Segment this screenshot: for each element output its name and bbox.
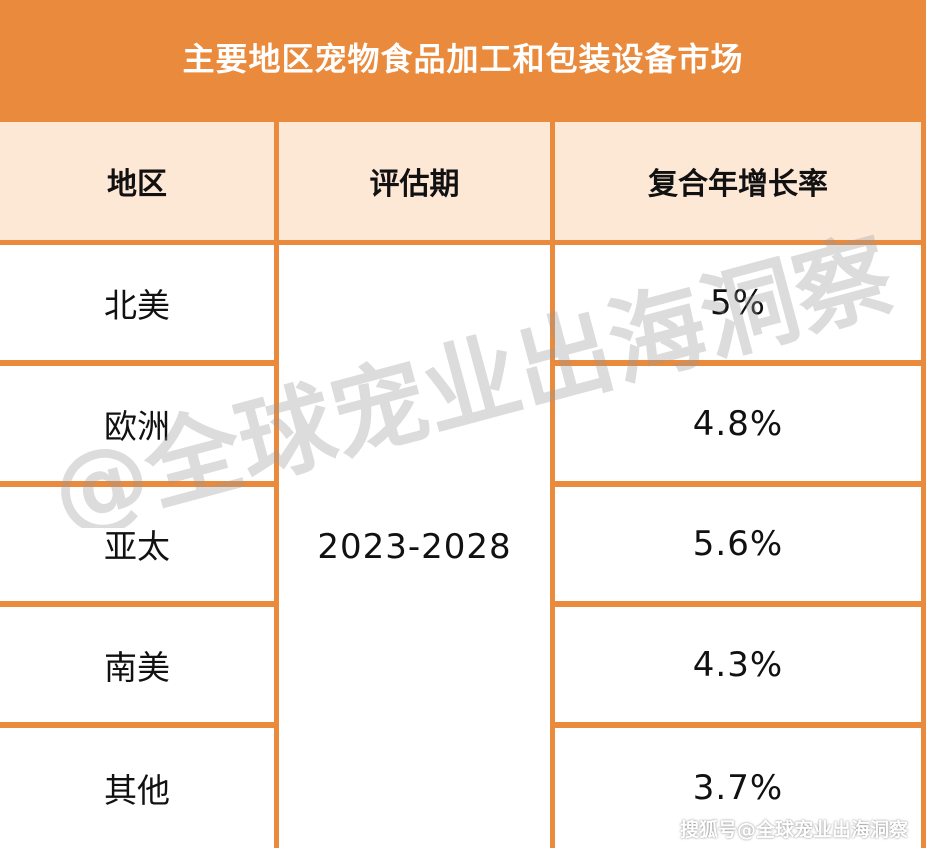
cagr-cell: 5.6% [555, 487, 921, 601]
period-cell: 2023-2028 [279, 245, 550, 848]
region-cell: 其他 [0, 728, 274, 848]
cagr-cell: 4.3% [555, 607, 921, 722]
region-cell: 亚太 [0, 487, 274, 601]
header-period: 评估期 [279, 122, 550, 240]
table-title: 主要地区宠物食品加工和包装设备市场 [182, 40, 744, 78]
region-cell: 南美 [0, 607, 274, 722]
header-cagr: 复合年增长率 [555, 122, 921, 240]
footer-credit: 搜狐号@全球宠业出海洞察 [679, 819, 908, 841]
title-bar: 主要地区宠物食品加工和包装设备市场 [0, 0, 926, 122]
header-region: 地区 [0, 122, 274, 240]
cagr-cell: 4.8% [555, 366, 921, 481]
cagr-cell: 3.7% [555, 728, 921, 848]
region-cell: 欧洲 [0, 366, 274, 481]
region-cell: 北美 [0, 245, 274, 360]
cagr-cell: 5% [555, 245, 921, 360]
